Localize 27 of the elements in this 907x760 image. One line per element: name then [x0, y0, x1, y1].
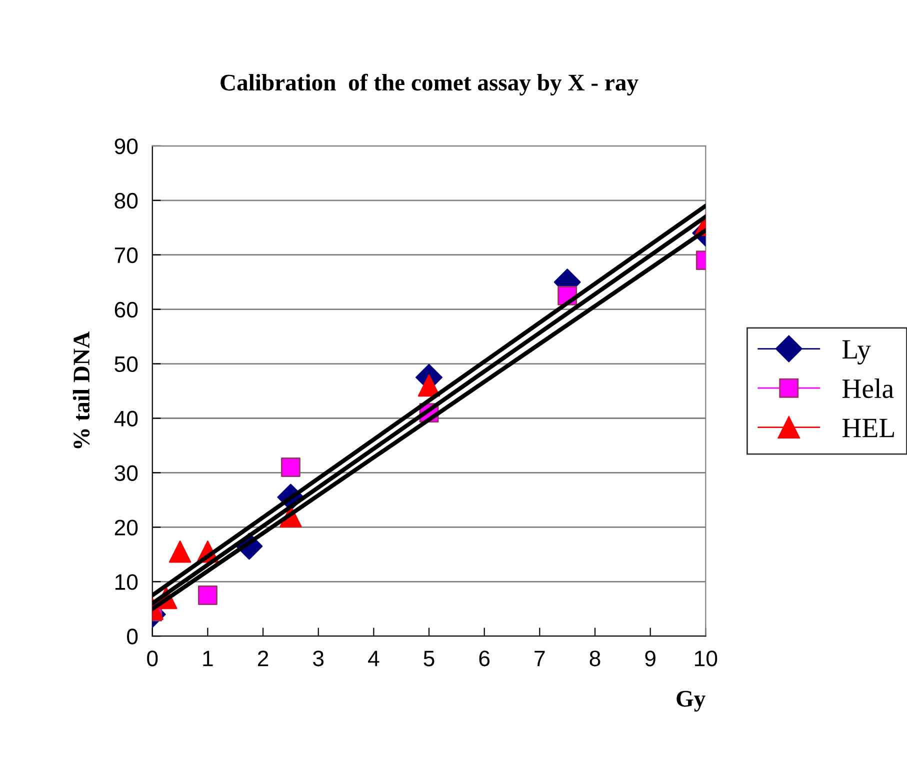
legend-label: HEL: [842, 418, 894, 438]
x-tick-label: 4: [368, 650, 380, 666]
legend-label: Ly: [842, 340, 871, 364]
x-tick-label: 1: [203, 650, 213, 666]
y-tick-label: 90: [114, 138, 138, 154]
x-tick-label: 2: [258, 650, 268, 666]
y-tick-label: 70: [114, 247, 138, 264]
y-tick-label: 60: [114, 302, 138, 318]
chart-title: Calibration of the comet assay by X - ray: [220, 74, 638, 96]
x-tick-label: 8: [590, 650, 600, 666]
x-tick-label: 7: [534, 650, 545, 666]
y-tick-label: 40: [114, 410, 138, 427]
y-tick-label: 30: [114, 465, 138, 481]
x-tick-label: 3: [313, 650, 324, 666]
y-tick-label: 80: [114, 192, 138, 209]
x-tick-label: 5: [424, 650, 434, 666]
x-tick-label: 10: [694, 650, 718, 666]
y-axis-title: % tail DNA: [72, 332, 90, 448]
y-tick-label: 20: [114, 520, 138, 536]
x-tick-label: 0: [147, 650, 158, 666]
y-tick-label: 10: [115, 574, 138, 590]
x-tick-label: 9: [645, 650, 656, 666]
x-axis-title: Gy: [676, 690, 706, 712]
x-tick-label: 6: [479, 650, 490, 666]
legend-label: Hela: [842, 378, 894, 398]
y-tick-label: 0: [127, 628, 138, 644]
y-tick-label: 50: [114, 356, 138, 372]
